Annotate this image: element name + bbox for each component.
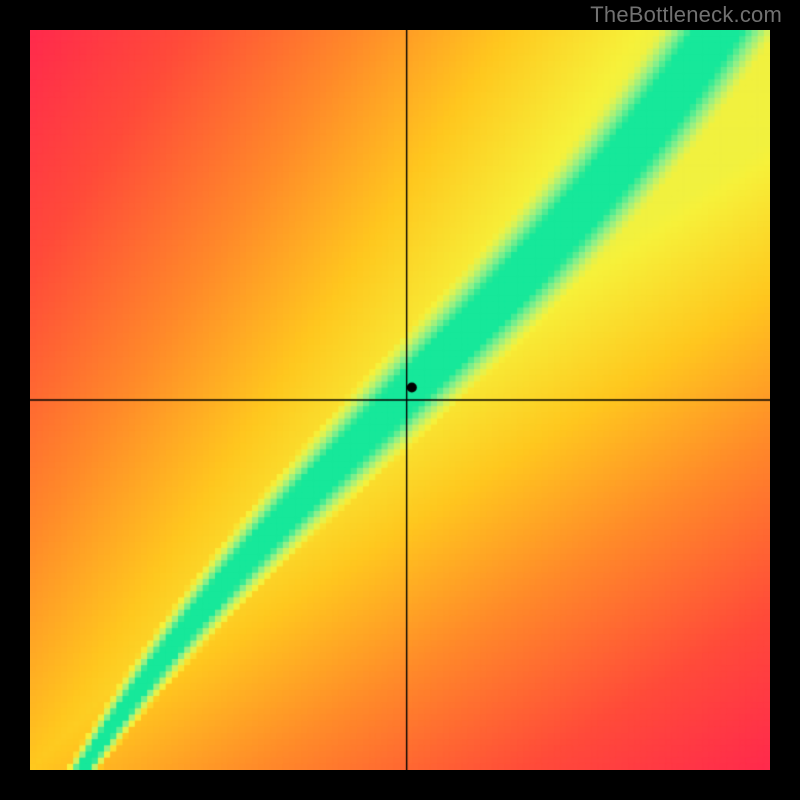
plot-area: [30, 30, 770, 770]
figure-container: TheBottleneck.com: [0, 0, 800, 800]
heatmap-canvas: [30, 30, 770, 770]
watermark-text: TheBottleneck.com: [590, 2, 782, 28]
